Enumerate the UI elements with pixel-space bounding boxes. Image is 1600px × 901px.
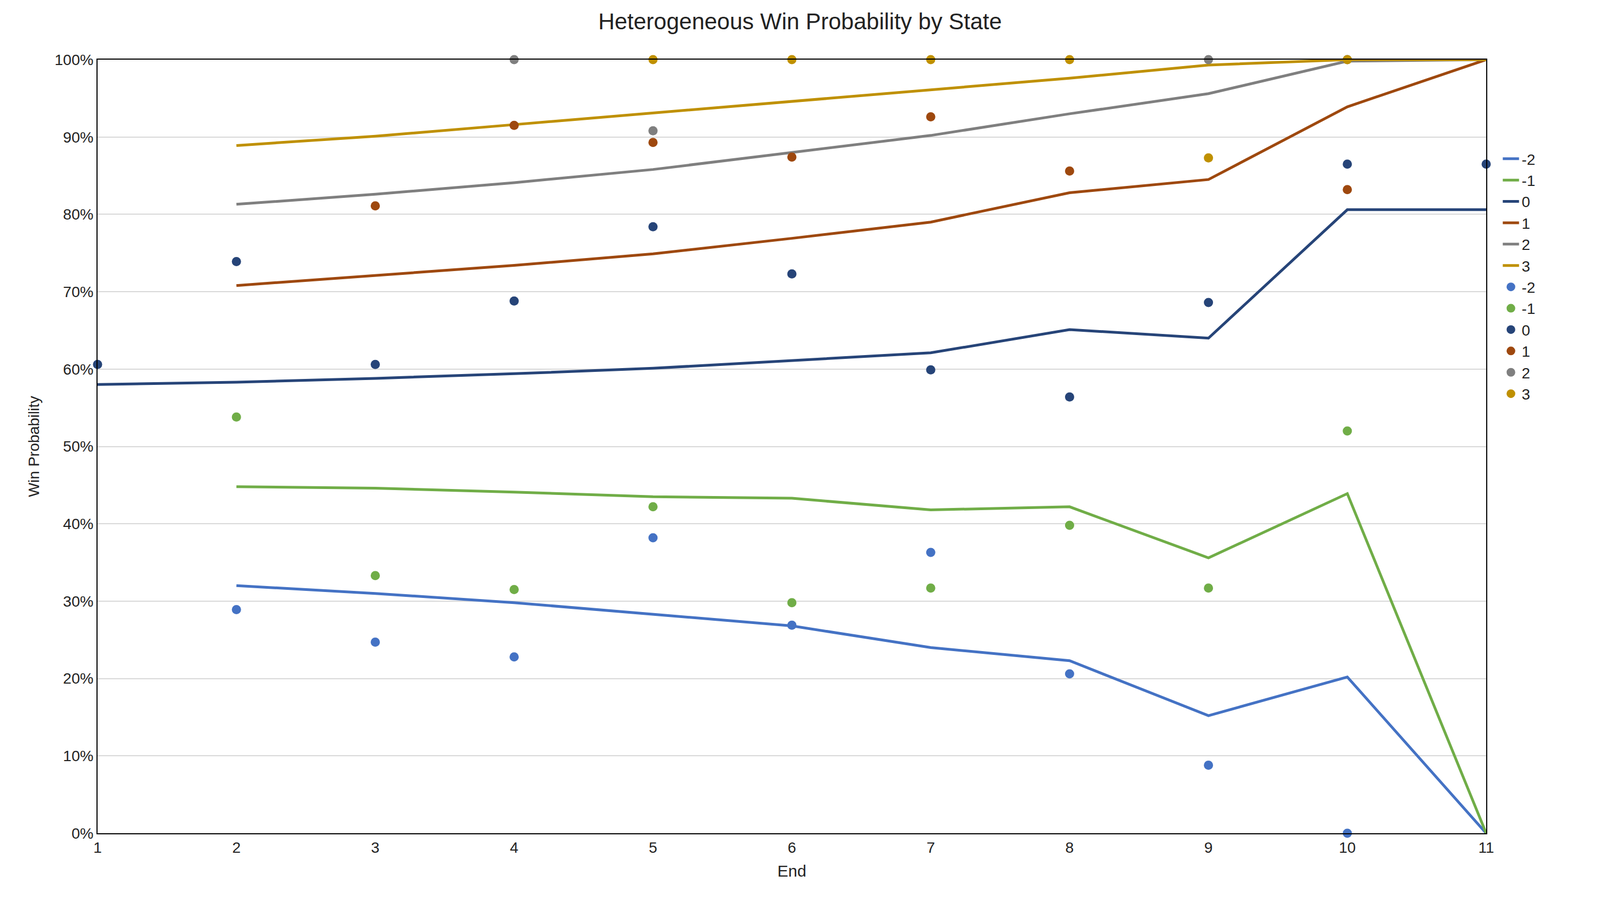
svg-text:3: 3 [1521,385,1531,403]
svg-text:11: 11 [1478,839,1494,856]
svg-text:10%: 10% [62,747,94,765]
svg-text:6: 6 [787,839,797,856]
svg-text:70%: 70% [62,283,94,301]
svg-text:50%: 50% [62,437,94,455]
svg-text:-1: -1 [1521,300,1536,318]
svg-text:-2: -2 [1521,151,1536,169]
svg-text:2: 2 [1521,364,1531,382]
svg-text:30%: 30% [62,592,94,610]
svg-text:0%: 0% [71,824,94,842]
svg-text:-2: -2 [1521,279,1536,296]
svg-text:10: 10 [1338,839,1356,856]
svg-text:3: 3 [371,839,380,856]
svg-text:40%: 40% [62,515,94,533]
svg-text:8: 8 [1065,839,1075,856]
svg-text:End: End [777,861,806,880]
svg-text:20%: 20% [62,669,94,687]
svg-text:100%: 100% [54,51,94,69]
svg-text:60%: 60% [62,360,94,378]
svg-text:-1: -1 [1521,172,1536,190]
svg-text:5: 5 [648,839,658,856]
svg-text:80%: 80% [62,205,94,223]
svg-text:0: 0 [1521,321,1531,339]
svg-text:2: 2 [1521,236,1531,254]
svg-text:2: 2 [231,839,241,856]
svg-text:1: 1 [93,839,102,856]
svg-text:0: 0 [1521,193,1531,211]
svg-text:1: 1 [1521,215,1531,232]
svg-text:1: 1 [1521,343,1531,360]
svg-text:4: 4 [510,839,519,856]
svg-text:7: 7 [926,839,935,856]
svg-text:3: 3 [1521,257,1531,275]
svg-text:Win Probability: Win Probability [25,395,43,498]
svg-text:90%: 90% [62,128,94,146]
svg-text:9: 9 [1204,839,1214,856]
svg-text:Heterogeneous Win Probability: Heterogeneous Win Probability by State [598,8,1003,35]
